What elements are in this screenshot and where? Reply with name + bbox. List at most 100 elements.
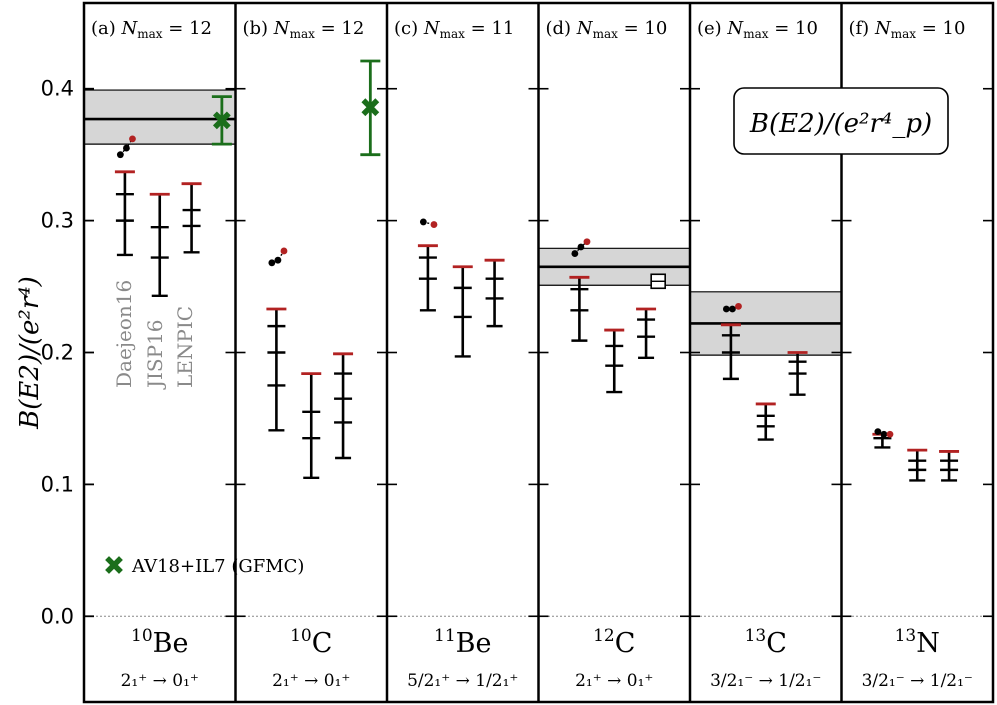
extrapolation-dot [735,302,742,310]
nucleus-label: 12C [593,626,635,659]
transition-label: 2₁⁺ → 0₁⁺ [575,671,653,691]
legend-gfmc-label: AV18+IL7 (GFMC) [131,556,304,577]
extrapolation-dot [268,259,276,267]
nucleus-label: 10C [290,626,332,659]
series-bar-jisp16 [149,192,170,297]
interaction-label-daejeon16: Daejeon16 [112,280,136,388]
extrapolation-dot [430,221,438,228]
extrapolation-dot [571,250,579,257]
nucleus-mass: 10 [290,626,312,646]
gfmc-marker-stroke-b [212,111,231,130]
nucleus-symbol: Be [153,628,189,659]
nmax-value: = 10 [769,18,818,39]
nucleus-mass: 13 [895,626,917,646]
panel-tag: (e) [697,18,722,39]
series-bar-jisp16 [755,402,776,441]
nucleus-mass: 10 [131,626,153,646]
series-bar-daejeon16 [720,323,741,381]
transition-label: 2₁⁺ → 0₁⁺ [121,671,199,691]
nucleus-symbol: N [916,628,940,659]
nucleus-symbol: C [312,628,333,659]
quantity-label: B(E2)/(e²r⁴_p) [749,109,932,139]
extrapolation-dot [123,144,130,152]
ytick-label: 0.3 [41,209,74,233]
nucleus-mass: 12 [593,626,615,646]
nmax-sub: max [440,27,466,41]
nmax-n: N [571,18,594,39]
extrapolation-dot [116,151,124,159]
panel-header: (c) Nmax = 11 [394,18,514,41]
gfmc-marker-stroke-b [361,98,380,117]
series-bar-lenpic [484,258,505,328]
nucleus-mass: 11 [434,626,456,646]
series-bar-lenpic [181,182,202,254]
gfmc-marker [361,98,380,117]
nucleus-symbol: C [615,628,636,659]
nucleus-symbol: Be [456,628,492,659]
nmax-value: = 10 [916,18,965,39]
extrapolation-dot [874,428,882,436]
nucleus-symbol: C [766,628,787,659]
transition-label: 3/2₁⁻ → 1/2₁⁻ [710,671,821,691]
nmax-value: = 12 [163,18,212,39]
nmax-n: N [722,18,745,39]
nmax-value: = 10 [618,18,667,39]
nucleus-label: 13N [895,626,940,659]
panel-header: (d) Nmax = 10 [546,18,668,41]
panel-tag: (c) [394,18,418,39]
interaction-label-jisp16: JISP16 [143,319,167,390]
marks-layer [105,59,960,574]
extrapolation-dot [880,430,888,438]
series-bar-lenpic [787,351,808,396]
y-axis-label: B(E2)/(e²r⁴) [15,276,45,430]
nmax-sub: max [891,27,917,41]
nmax-n: N [418,18,441,39]
series-bar-daejeon16 [266,307,287,432]
nmax-n: N [268,18,291,39]
extrapolation-dot [577,243,585,251]
series-bar-jisp16 [604,328,625,394]
extrapolation-dot [886,430,894,438]
series-bar-jisp16 [452,265,473,358]
legend-gfmc-marker [105,556,123,574]
extrapolation-dot [419,218,427,226]
band-layer [84,89,842,356]
nmax-value: = 12 [315,18,364,39]
panel-tag: (d) [546,18,572,39]
transition-label: 3/2₁⁻ → 1/2₁⁻ [862,671,973,691]
nucleus-label: 10Be [131,626,188,659]
nmax-sub: max [743,27,769,41]
series-bar-lenpic [636,307,657,359]
panel-tag: (b) [243,18,269,39]
panel-header: (e) Nmax = 10 [697,18,818,41]
gfmc-point [360,59,381,157]
interaction-label-lenpic: LENPIC [173,306,197,388]
series-bar-lenpic [939,450,960,482]
legend-gfmc-marker-stroke-b [105,556,123,574]
series-bar-daejeon16 [417,244,438,312]
nmax-sub: max [593,27,619,41]
ytick-label: 0.0 [41,604,74,628]
extrapolation-dot [129,135,136,143]
experiment-band [84,90,236,145]
panel-header: (f) Nmax = 10 [849,18,966,41]
panel-header: (b) Nmax = 12 [243,18,365,41]
panel-header: (a) Nmax = 12 [91,18,212,41]
extrapolation-dot [722,305,730,313]
panel-tag: (f) [849,18,870,39]
gfmc-point [211,95,232,146]
ytick-label: 0.2 [41,341,74,365]
panel-tag: (a) [91,18,116,39]
transition-label: 2₁⁺ → 0₁⁺ [272,671,350,691]
series-bar-daejeon16 [114,170,135,257]
transition-label: 5/2₁⁺ → 1/2₁⁺ [407,671,518,691]
quantity-label-box [733,87,949,155]
nucleus-label: 11Be [434,626,491,659]
series-bar-lenpic [333,352,354,460]
nucleus-label: 13C [745,626,787,659]
nmax-value: = 11 [465,18,514,39]
nmax-n: N [869,18,892,39]
ytick-label: 0.1 [41,472,74,496]
dots-connector [271,250,285,264]
